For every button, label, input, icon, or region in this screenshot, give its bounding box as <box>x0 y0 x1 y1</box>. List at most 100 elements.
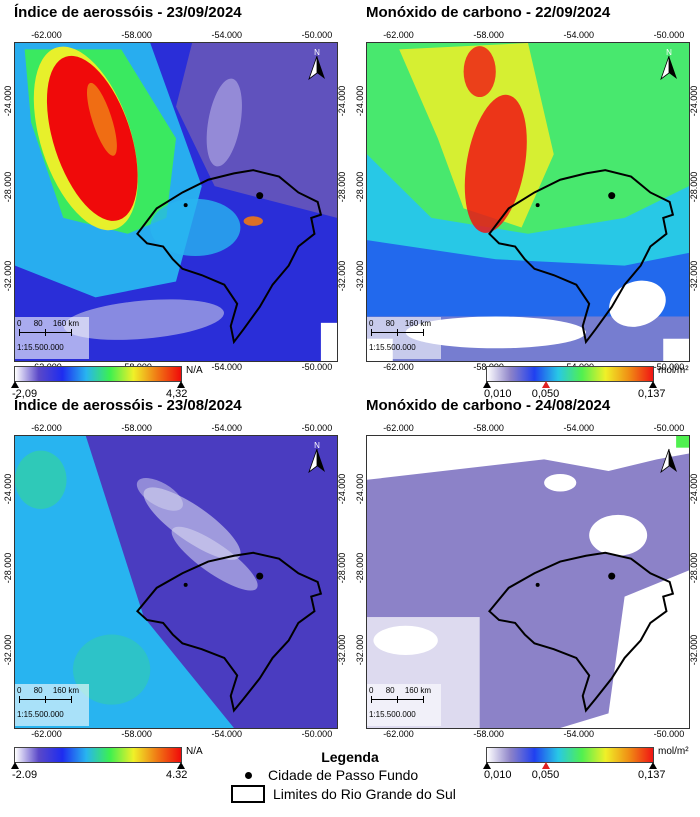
city-point <box>535 203 540 208</box>
nodata-corner <box>320 322 337 361</box>
x-tick-label: -50.000 <box>653 729 685 739</box>
legend-boundary-row: Limites do Rio Grande do Sul <box>225 785 475 803</box>
x-tick-label: -62.000 <box>31 423 62 433</box>
x-tick-label: -62.000 <box>383 30 414 40</box>
x-tick-label: -54.000 <box>563 423 595 433</box>
rs-boundary <box>487 551 675 713</box>
nodata-cloud <box>589 514 648 556</box>
x-tick-label: -54.000 <box>211 729 243 739</box>
x-tick-label: -62.000 <box>383 729 414 739</box>
map-canvas <box>367 43 689 361</box>
scale-mark: 0 <box>369 686 374 695</box>
passo-fundo-point <box>256 192 264 200</box>
scale-mark: 0 <box>17 686 22 695</box>
scale-mark: 160 km <box>52 319 80 328</box>
colorbar-unit: mol/m² <box>658 746 689 757</box>
plume-core <box>86 82 117 156</box>
y-tick-label: -28.000 <box>337 553 347 584</box>
y-tick-label: -24.000 <box>355 86 365 117</box>
co-pixel <box>676 436 689 448</box>
y-tick-label: -24.000 <box>355 474 365 505</box>
cloud-streak <box>206 78 242 167</box>
boundary-box-icon <box>231 785 265 803</box>
colorbar-min: 0,010 <box>484 388 512 400</box>
legend-point-label: Cidade de Passo Fundo <box>268 767 419 783</box>
x-tick-label: -50.000 <box>301 362 333 372</box>
y-tick-label: -28.000 <box>689 553 699 584</box>
y-tick-label: -32.000 <box>689 634 699 666</box>
colorbar-end-icon <box>483 762 491 769</box>
scale-bar: 0 80 160 km 1:15.500.000 <box>367 317 441 359</box>
scale-ratio: 1:15.500.000 <box>17 343 64 352</box>
panel-title: Índice de aerossóis - 23/08/2024 <box>14 397 242 414</box>
nodata-corner <box>663 338 689 361</box>
y-tick-label: -32.000 <box>3 261 13 292</box>
legend: Legenda Cidade de Passo Fundo Limites do… <box>225 749 475 803</box>
x-tick-label: -50.000 <box>301 30 333 40</box>
colorbar <box>14 366 182 382</box>
colorbar-end-icon <box>11 381 19 388</box>
colorbar-end-icon <box>177 762 185 769</box>
co-peak-north <box>463 46 496 98</box>
panel-title: Monóxido de carbono - 24/08/2024 <box>366 397 611 414</box>
colorbar-marker-icon <box>541 762 550 769</box>
colorbar-max: 0,137 <box>638 769 666 781</box>
cloud-streak <box>136 478 183 511</box>
y-tick-label: -24.000 <box>337 86 347 117</box>
scale-mark: 80 <box>33 319 43 328</box>
colorbar-unit: N/A <box>186 365 203 376</box>
x-tick-label: -58.000 <box>121 423 152 433</box>
scale-mark: 160 km <box>52 686 80 695</box>
svg-text:N: N <box>314 48 320 57</box>
y-tick-label: -28.000 <box>3 172 13 203</box>
x-tick-label: -58.000 <box>473 30 504 40</box>
x-tick-label: -50.000 <box>653 30 685 40</box>
y-tick-label: -32.000 <box>3 634 13 666</box>
colorbar-min: 0,010 <box>484 769 512 781</box>
aerosol-patch <box>15 450 67 509</box>
rs-boundary <box>135 551 323 713</box>
x-tick-label: -50.000 <box>301 423 333 433</box>
panel-title: Monóxido de carbono - 22/09/2024 <box>366 4 611 21</box>
x-tick-label: -62.000 <box>383 423 414 433</box>
y-tick-label: -28.000 <box>689 172 699 203</box>
nodata-cloud <box>373 625 438 655</box>
y-tick-label: -32.000 <box>689 261 699 292</box>
scale-mark: 0 <box>369 319 374 328</box>
legend-point-row: Cidade de Passo Fundo <box>225 767 475 783</box>
svg-text:N: N <box>666 48 672 57</box>
colorbar <box>486 747 654 763</box>
x-tick-label: -62.000 <box>31 729 62 739</box>
map-aerosol-aug: N 0 80 160 km 1:15.500.000 <box>14 435 338 729</box>
x-tick-label: -50.000 <box>301 729 333 739</box>
city-point <box>183 582 188 587</box>
y-tick-label: -28.000 <box>355 172 365 203</box>
y-tick-label: -28.000 <box>337 172 347 203</box>
scale-ratio: 1:15.500.000 <box>369 343 416 352</box>
colorbar-unit: mol/m² <box>658 365 689 376</box>
scale-bar: 0 80 160 km 1:15.500.000 <box>367 684 441 726</box>
map-canvas <box>367 436 689 728</box>
colorbar-max: 0,137 <box>638 388 666 400</box>
y-tick-label: -24.000 <box>3 86 13 117</box>
colorbar-min: -2,09 <box>12 388 38 400</box>
colorbar-end-icon <box>649 762 657 769</box>
city-point <box>535 582 540 587</box>
nodata-cloud <box>609 280 666 327</box>
scale-ratio: 1:15.500.000 <box>369 710 416 719</box>
x-tick-label: -54.000 <box>563 30 595 40</box>
scale-mark: 80 <box>33 686 43 695</box>
passo-fundo-point <box>256 572 264 580</box>
y-tick-label: -32.000 <box>337 261 347 292</box>
map-co-sep: N 0 80 160 km 1:15.500.000 <box>366 42 690 362</box>
rs-boundary <box>488 169 675 345</box>
city-dot-icon <box>245 771 252 779</box>
scale-mark: 0 <box>17 319 22 328</box>
x-tick-label: -54.000 <box>211 362 243 372</box>
colorbar-marker-icon <box>541 381 550 388</box>
colorbar <box>486 366 654 382</box>
legend-title: Legenda <box>321 749 379 765</box>
colorbar-mid: 0,050 <box>531 769 560 781</box>
x-tick-label: -54.000 <box>211 423 243 433</box>
x-tick-label: -50.000 <box>653 423 685 433</box>
